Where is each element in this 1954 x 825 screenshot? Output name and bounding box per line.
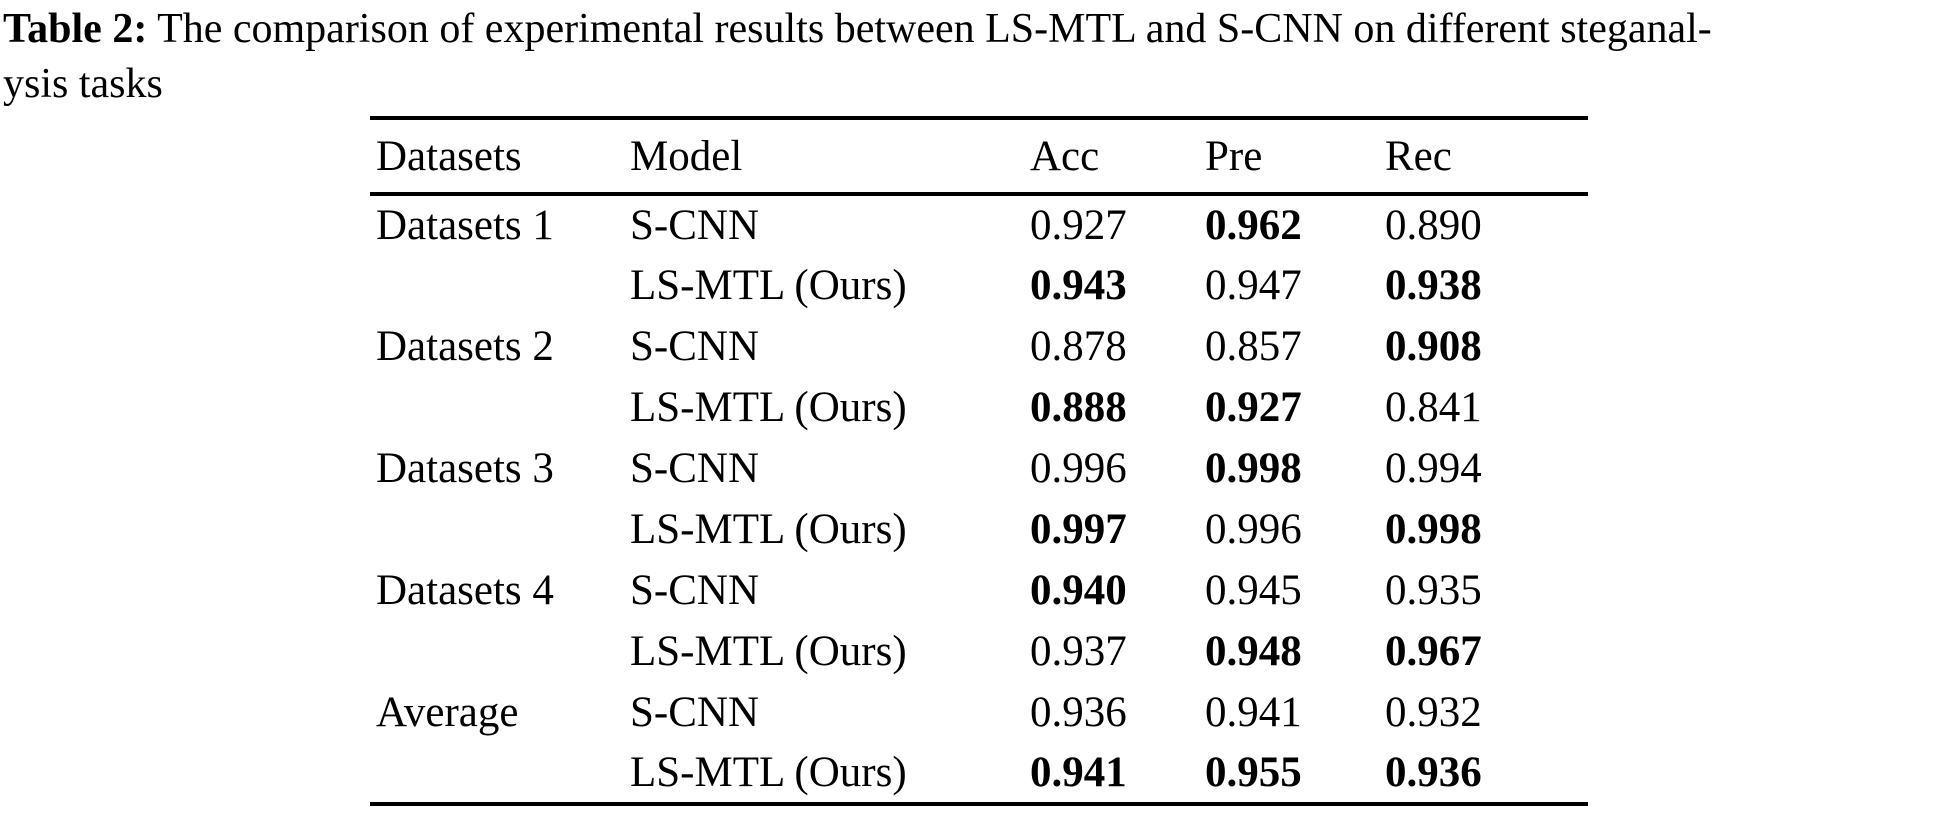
- caption-line-1: Table 2: The comparison of experimental …: [3, 2, 1712, 57]
- table-cell: 0.888: [1030, 384, 1127, 431]
- table-row: LS-MTL (Ours) 0.941 0.955 0.936: [370, 743, 1588, 804]
- header-row: Datasets Model Acc Pre Rec: [370, 118, 1588, 194]
- table-row: Datasets 2 S-CNN 0.878 0.857 0.908: [370, 316, 1588, 377]
- table-row: Average S-CNN 0.936 0.941 0.932: [370, 682, 1588, 743]
- table-cell: 0.940: [1030, 567, 1127, 614]
- table-cell: [370, 743, 630, 804]
- table-cell: 0.927: [1030, 202, 1127, 249]
- table-row: Datasets 4 S-CNN 0.940 0.945 0.935: [370, 560, 1588, 621]
- table-cell: 0.967: [1385, 628, 1482, 675]
- table-cell: S-CNN: [630, 445, 760, 492]
- table-cell: Datasets 1: [376, 202, 554, 249]
- table-cell: 0.932: [1385, 689, 1482, 736]
- caption-label: Table 2:: [3, 6, 148, 52]
- table-cell: S-CNN: [630, 567, 760, 614]
- table-cell: Datasets 4: [376, 567, 554, 614]
- table-cell: 0.996: [1030, 445, 1127, 492]
- table-cell: 0.938: [1385, 262, 1482, 309]
- table-row: LS-MTL (Ours) 0.888 0.927 0.841: [370, 377, 1588, 438]
- table-cell: 0.948: [1205, 628, 1302, 675]
- table-cell: [370, 255, 630, 316]
- table-caption: Table 2: The comparison of experimental …: [3, 2, 1712, 112]
- table-cell: 0.937: [1030, 628, 1127, 675]
- table-cell: 0.857: [1205, 323, 1302, 370]
- table-cell: 0.994: [1385, 445, 1482, 492]
- table-cell: S-CNN: [630, 689, 760, 736]
- column-header-pre: Pre: [1205, 132, 1263, 180]
- table-body: Datasets 1 S-CNN 0.927 0.962 0.890 LS-MTL (Ou…: [370, 194, 1588, 804]
- table-row: LS-MTL (Ours) 0.943 0.947 0.938: [370, 255, 1588, 316]
- column-header-datasets: Datasets: [376, 132, 522, 180]
- table-cell: LS-MTL (Ours): [630, 262, 907, 309]
- table-header: Datasets Model Acc Pre Rec: [370, 118, 1588, 194]
- table-cell: 0.943: [1030, 262, 1127, 309]
- caption-line-2: ysis tasks: [3, 61, 163, 107]
- table-row: Datasets 3 S-CNN 0.996 0.998 0.994: [370, 438, 1588, 499]
- column-header-model: Model: [630, 132, 743, 180]
- table-cell: 0.878: [1030, 323, 1127, 370]
- table-cell: 0.941: [1030, 749, 1127, 796]
- table-cell: 0.890: [1385, 202, 1482, 249]
- column-header-acc: Acc: [1030, 132, 1100, 180]
- results-table: Datasets Model Acc Pre Rec Datasets 1 S-C…: [370, 116, 1588, 806]
- table-cell: 0.936: [1385, 749, 1482, 796]
- column-header-rec: Rec: [1385, 132, 1452, 180]
- table-row: Datasets 1 S-CNN 0.927 0.962 0.890: [370, 194, 1588, 255]
- table-cell: LS-MTL (Ours): [630, 628, 907, 675]
- table-cell: 0.955: [1205, 749, 1302, 796]
- table-cell: S-CNN: [630, 202, 760, 249]
- table-cell: LS-MTL (Ours): [630, 749, 907, 796]
- table-cell: LS-MTL (Ours): [630, 384, 907, 431]
- table-cell: Datasets 2: [376, 323, 554, 370]
- table-cell: 0.936: [1030, 689, 1127, 736]
- table-cell: 0.941: [1205, 689, 1302, 736]
- table-cell: 0.997: [1030, 506, 1127, 553]
- table-cell: 0.998: [1205, 445, 1302, 492]
- table-cell: 0.962: [1205, 202, 1302, 249]
- table-cell: 0.996: [1205, 506, 1302, 553]
- table-cell: 0.935: [1385, 567, 1482, 614]
- table-cell: S-CNN: [630, 323, 760, 370]
- table-cell: 0.908: [1385, 323, 1482, 370]
- table-cell: Average: [376, 689, 519, 736]
- table-cell: 0.998: [1385, 506, 1482, 553]
- table-cell: Datasets 3: [376, 445, 554, 492]
- caption-text: The comparison of experimental results b…: [147, 6, 1712, 52]
- table-cell: [370, 377, 630, 438]
- table-row: LS-MTL (Ours) 0.997 0.996 0.998: [370, 499, 1588, 560]
- table-cell: 0.945: [1205, 567, 1302, 614]
- table-cell: [370, 621, 630, 682]
- table-cell: 0.841: [1385, 384, 1482, 431]
- table-row: LS-MTL (Ours) 0.937 0.948 0.967: [370, 621, 1588, 682]
- table-cell: 0.947: [1205, 262, 1302, 309]
- table-cell: LS-MTL (Ours): [630, 506, 907, 553]
- table-cell: [370, 499, 630, 560]
- table-cell: 0.927: [1205, 384, 1302, 431]
